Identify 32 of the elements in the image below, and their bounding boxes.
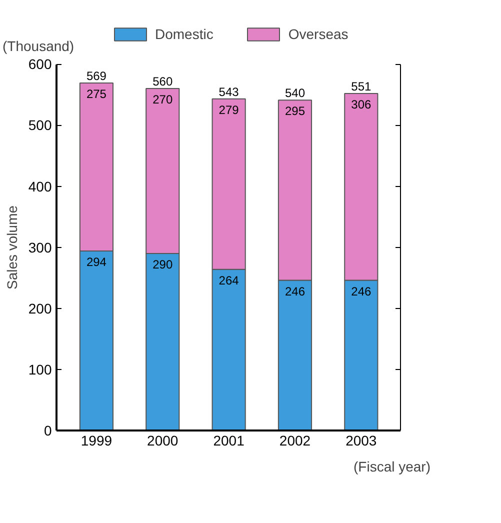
data-label: 264	[218, 273, 240, 288]
y-tick-label: 0	[44, 422, 52, 439]
text: (Fiscal year)	[353, 458, 431, 475]
x-tick-label: 2001	[213, 432, 245, 449]
data-label: 275	[86, 87, 107, 102]
legend-label: Overseas	[288, 26, 348, 42]
total-label: 540	[284, 86, 306, 100]
y-axis-title: Sales volume	[4, 205, 20, 290]
total-label: 569	[86, 69, 107, 84]
data-label: 270	[152, 92, 173, 107]
data-label: 279	[218, 102, 240, 117]
x-tick-label: 2000	[147, 432, 178, 449]
y-tick-label: 100	[28, 361, 52, 378]
y-tick-label: 200	[28, 300, 52, 316]
y-tick-label: 300	[28, 239, 52, 256]
total-label: 543	[218, 84, 240, 99]
x-tick-label: 2003	[346, 432, 377, 449]
data-label: 290	[152, 257, 173, 272]
data-label: 294	[86, 254, 107, 269]
y-tick-label: 500	[28, 117, 52, 134]
data-label: 306	[351, 97, 372, 112]
x-tick-label: 2002	[279, 432, 311, 449]
total-label: 551	[351, 79, 372, 94]
y-tick-label: 600	[28, 56, 52, 72]
text: (Thousand)	[2, 38, 74, 54]
legend-label: Domestic	[155, 26, 214, 42]
total-label: 560	[152, 74, 173, 89]
y-tick-label: 400	[28, 178, 52, 194]
data-label: 246	[284, 284, 306, 298]
data-label: 295	[284, 104, 306, 118]
data-label: 246	[351, 284, 372, 298]
x-tick-label: 1999	[80, 432, 112, 449]
